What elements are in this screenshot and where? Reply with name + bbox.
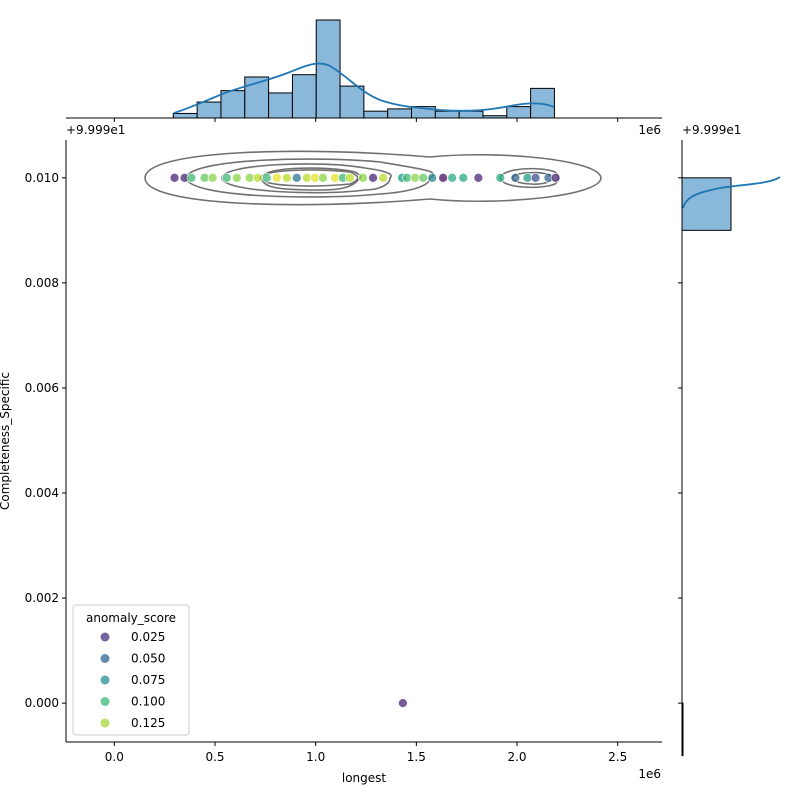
x-histogram-bar	[268, 92, 293, 119]
scatter-point	[447, 172, 458, 183]
scatter-point	[291, 172, 302, 183]
scatter-point	[473, 172, 484, 183]
y-tick-label: 0.010	[25, 171, 59, 185]
scatter-points	[169, 172, 561, 708]
legend-entry-label: 0.125	[131, 716, 165, 730]
kde-contour-level-4	[261, 167, 362, 191]
scatter-point	[207, 172, 218, 183]
main-axes: 0.0 0.5 1.0 1.5 2.0 2.5 0.0000.0020.0040.0060…	[0, 123, 662, 785]
scatter-point	[271, 172, 282, 183]
x-histogram-bar	[506, 106, 532, 119]
scatter-point	[458, 172, 469, 183]
legend-marker	[100, 718, 110, 728]
x-tick-label: 0.0	[105, 750, 124, 764]
y-marginal-offset-label: +9.999e1	[682, 123, 741, 137]
y-histogram-bar	[681, 177, 732, 231]
scatter-point	[301, 172, 312, 183]
x-tick-label: 1.5	[407, 750, 426, 764]
y-axis-label: Completeness_Specific	[0, 372, 12, 510]
x-tick-label: 1.0	[306, 750, 325, 764]
legend-marker	[100, 654, 110, 663]
scatter-point	[169, 172, 180, 183]
scatter-point	[252, 172, 263, 183]
scatter-point	[199, 172, 210, 183]
x-axis-ticks: 0.0 0.5 1.0 1.5 2.0 2.5	[105, 742, 627, 764]
legend-marker	[100, 697, 110, 706]
x-histogram-bar	[291, 74, 317, 119]
x-histogram-bar	[434, 110, 460, 119]
x-histogram-bar	[196, 101, 222, 119]
scatter-point	[310, 172, 320, 183]
scatter-point	[358, 172, 368, 183]
scatter-point	[410, 172, 420, 183]
scatter-point	[438, 172, 448, 183]
kde-contour-level-1	[144, 150, 602, 206]
x-offset-label: 1e6	[638, 767, 661, 781]
x-histogram-bar	[172, 112, 198, 119]
x-marginal-offset-label: 1e6	[638, 123, 661, 137]
y-tick-label: 0.004	[25, 486, 59, 500]
y-marginal-kde-line	[682, 176, 781, 209]
x-tick-label: 0.5	[205, 750, 224, 764]
x-tick-label: 2.0	[507, 750, 526, 764]
legend-marker	[100, 632, 110, 642]
x-marginal-histogram: 1e6	[66, 19, 662, 137]
scatter-point	[495, 172, 506, 183]
scatter-point	[261, 172, 272, 183]
legend-title: anomaly_score	[86, 611, 176, 625]
legend-entry-label: 0.025	[131, 630, 165, 644]
x-histogram-bar	[387, 108, 413, 119]
kde-contour-level-5	[259, 169, 359, 187]
scatter-point	[186, 172, 197, 183]
scatter-point	[221, 172, 232, 183]
scatter-point	[522, 172, 533, 183]
y-tick-label: 0.006	[25, 381, 59, 395]
x-tick-label: 2.5	[608, 750, 627, 764]
y-tick-label: 0.000	[25, 696, 59, 710]
scatter-point	[368, 172, 378, 183]
scatter-point	[282, 172, 292, 183]
x-histogram-bar	[220, 90, 246, 119]
scatter-point	[530, 172, 541, 183]
legend-entry-label: 0.050	[131, 652, 165, 666]
x-histogram-bar	[458, 110, 484, 119]
scatter-point	[427, 172, 438, 183]
y-marginal-histogram: +9.999e1	[678, 123, 781, 757]
y-offset-label: +9.999e1	[66, 123, 125, 137]
y-tick-label: 0.008	[25, 276, 59, 290]
x-marginal-kde-line	[173, 62, 555, 114]
scatter-point	[550, 172, 561, 183]
legend: anomaly_score 0.025 0.050 0.075 0.100 0.125	[72, 604, 190, 736]
x-axis-label: longest	[342, 771, 387, 785]
scatter-point	[402, 172, 412, 183]
scatter-point	[510, 172, 521, 183]
scatter-point	[244, 172, 255, 183]
scatter-point	[378, 172, 388, 183]
scatter-point	[398, 698, 408, 708]
scatter-point	[418, 172, 429, 183]
x-histogram-bar	[315, 19, 341, 119]
legend-entry-label: 0.100	[131, 695, 165, 709]
y-tick-label: 0.002	[25, 591, 59, 605]
x-histogram-bar	[363, 110, 389, 119]
x-histogram-bar	[339, 85, 365, 119]
scatter-point	[231, 172, 242, 183]
legend-marker	[100, 675, 110, 685]
kde-contour-level-3	[221, 163, 392, 194]
legend-entry-label: 0.075	[131, 673, 165, 687]
y-axis-ticks: 0.000 0.002 0.004 0.006 0.008 0.010	[25, 171, 66, 710]
scatter-point	[318, 172, 328, 183]
scatter-point	[345, 172, 355, 183]
